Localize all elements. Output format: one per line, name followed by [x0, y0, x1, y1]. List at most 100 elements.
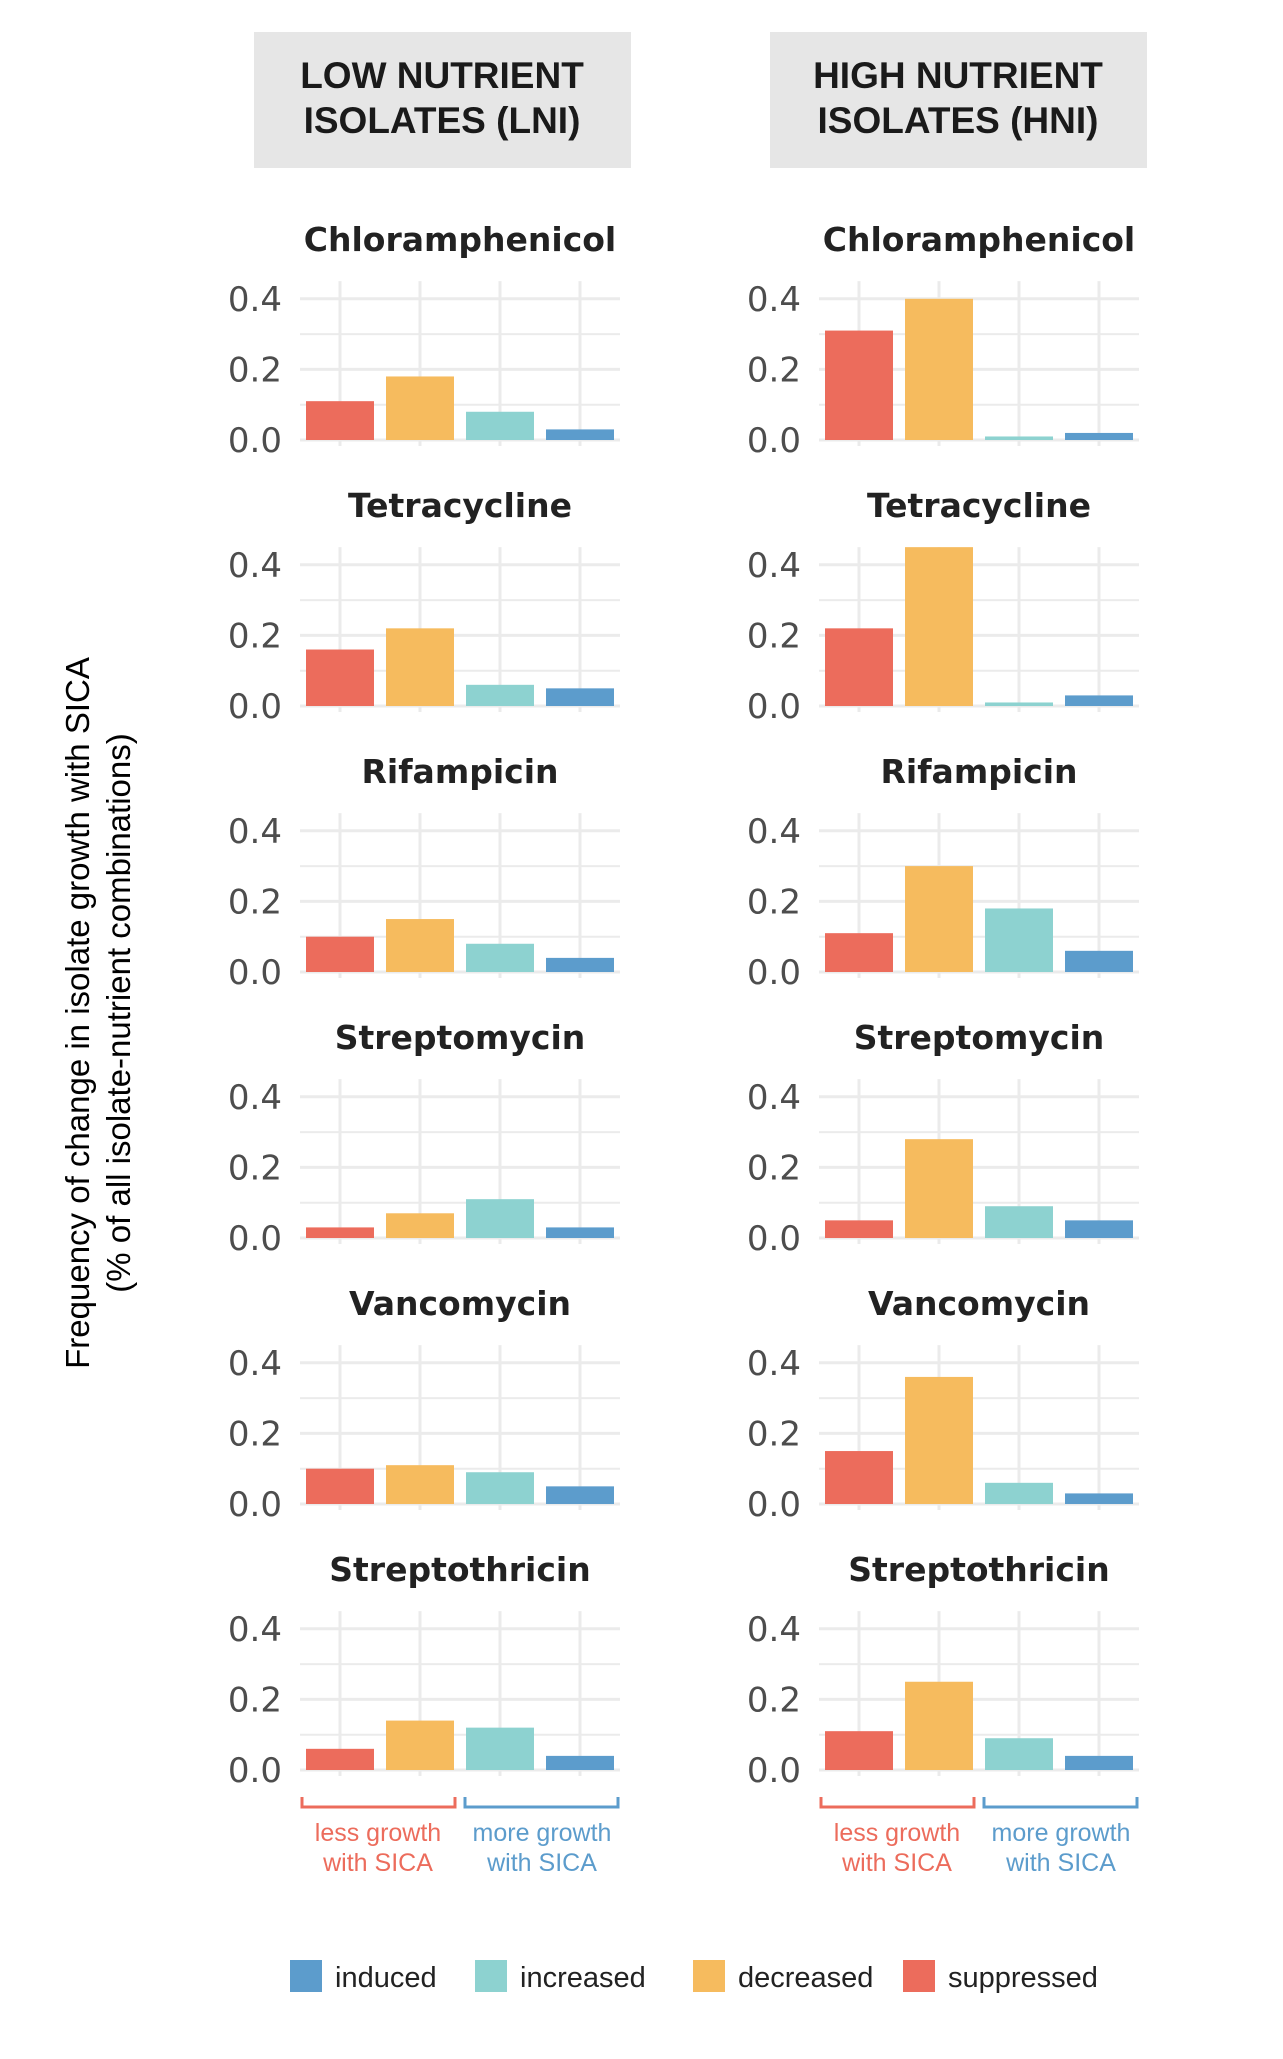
legend-swatch-suppressed: [903, 1960, 935, 1992]
y-tick-label: 0.4: [747, 1610, 801, 1650]
y-tick-label: 0.2: [228, 1680, 282, 1720]
bar-suppressed: [306, 1227, 374, 1238]
bar-induced: [1065, 1493, 1133, 1504]
facet-strip-label: ISOLATES (HNI): [818, 100, 1099, 141]
bar-suppressed: [825, 933, 893, 972]
panel-title: Streptothricin: [848, 1550, 1110, 1589]
panel-title: Streptomycin: [335, 1018, 586, 1057]
facet-strip: [770, 32, 1147, 168]
y-tick-label: 0.2: [228, 1414, 282, 1454]
y-axis-title: Frequency of change in isolate growth wi…: [59, 657, 96, 1369]
panel-title: Tetracycline: [348, 486, 572, 525]
panel-title: Streptothricin: [329, 1550, 591, 1589]
bar-suppressed: [306, 936, 374, 972]
bar-increased: [985, 1482, 1053, 1504]
bar-increased: [985, 436, 1053, 440]
y-tick-label: 0.0: [747, 1219, 801, 1259]
legend-swatch-induced: [290, 1960, 322, 1992]
less-growth-bracket: [300, 1797, 457, 1809]
bar-increased: [466, 1727, 534, 1770]
y-tick-label: 0.2: [747, 616, 801, 656]
bar-suppressed: [825, 628, 893, 706]
bar-induced: [546, 957, 614, 972]
y-tick-label: 0.2: [747, 882, 801, 922]
facet-strip-label: LOW NUTRIENT: [300, 55, 584, 96]
panel-title: Chloramphenicol: [304, 220, 616, 259]
legend-swatch-increased: [475, 1960, 507, 1992]
y-tick-label: 0.2: [228, 616, 282, 656]
bar-suppressed: [825, 1220, 893, 1238]
y-tick-label: 0.4: [747, 546, 801, 586]
bar-decreased: [905, 1681, 973, 1770]
less-growth-label: less growth: [834, 1819, 960, 1847]
bar-increased: [466, 1472, 534, 1504]
bar-increased: [985, 702, 1053, 706]
bar-decreased: [905, 298, 973, 440]
y-tick-label: 0.0: [747, 687, 801, 727]
legend-label-suppressed: suppressed: [948, 1962, 1098, 1994]
bar-decreased: [386, 628, 454, 706]
bar-decreased: [905, 547, 973, 706]
legend-label-induced: induced: [335, 1962, 437, 1994]
facet-strip-label: ISOLATES (LNI): [304, 100, 581, 141]
bar-induced: [1065, 432, 1133, 440]
y-tick-label: 0.4: [228, 280, 282, 320]
less-growth-label: with SICA: [322, 1849, 433, 1877]
y-tick-label: 0.0: [228, 1219, 282, 1259]
more-growth-label: with SICA: [1005, 1849, 1116, 1877]
bar-induced: [1065, 1220, 1133, 1238]
more-growth-label: with SICA: [486, 1849, 597, 1877]
bar-decreased: [386, 919, 454, 972]
y-tick-label: 0.4: [747, 812, 801, 852]
bar-suppressed: [825, 1451, 893, 1504]
panel-title: Rifampicin: [880, 752, 1077, 791]
y-tick-label: 0.4: [228, 812, 282, 852]
bar-suppressed: [825, 330, 893, 440]
bar-increased: [985, 1206, 1053, 1238]
y-tick-label: 0.2: [228, 1148, 282, 1188]
y-tick-label: 0.2: [228, 350, 282, 390]
y-tick-label: 0.4: [228, 546, 282, 586]
y-tick-label: 0.0: [747, 1751, 801, 1791]
more-growth-label: more growth: [473, 1819, 612, 1847]
panel-title: Chloramphenicol: [823, 220, 1135, 259]
y-tick-label: 0.0: [228, 1485, 282, 1525]
less-growth-bracket: [819, 1797, 976, 1809]
y-tick-label: 0.0: [747, 1485, 801, 1525]
panel-title: Vancomycin: [349, 1284, 571, 1323]
bar-suppressed: [306, 649, 374, 706]
bar-increased: [985, 908, 1053, 972]
bar-induced: [1065, 695, 1133, 706]
more-growth-bracket: [463, 1797, 620, 1809]
legend-swatch-decreased: [693, 1960, 725, 1992]
less-growth-label: with SICA: [841, 1849, 952, 1877]
bar-decreased: [386, 376, 454, 440]
less-growth-label: less growth: [315, 1819, 441, 1847]
y-tick-label: 0.0: [747, 421, 801, 461]
y-tick-label: 0.4: [228, 1344, 282, 1384]
bar-induced: [546, 1755, 614, 1770]
bar-induced: [1065, 1755, 1133, 1770]
bar-increased: [466, 943, 534, 972]
bar-induced: [546, 1227, 614, 1238]
bar-increased: [466, 411, 534, 440]
bar-increased: [985, 1738, 1053, 1770]
y-tick-label: 0.2: [228, 882, 282, 922]
bar-increased: [466, 684, 534, 706]
y-tick-label: 0.0: [228, 1751, 282, 1791]
panel-title: Vancomycin: [868, 1284, 1090, 1323]
y-tick-label: 0.2: [747, 1680, 801, 1720]
panel-title: Streptomycin: [854, 1018, 1105, 1057]
y-tick-label: 0.4: [747, 1344, 801, 1384]
y-tick-label: 0.4: [747, 280, 801, 320]
y-axis-subtitle: (% of all isolate-nutrient combinations): [100, 733, 137, 1292]
bar-suppressed: [306, 1748, 374, 1770]
bar-decreased: [386, 1720, 454, 1770]
y-tick-label: 0.2: [747, 350, 801, 390]
bar-decreased: [386, 1213, 454, 1238]
bar-decreased: [905, 866, 973, 972]
bar-induced: [1065, 950, 1133, 972]
bar-increased: [466, 1199, 534, 1238]
y-tick-label: 0.4: [228, 1610, 282, 1650]
